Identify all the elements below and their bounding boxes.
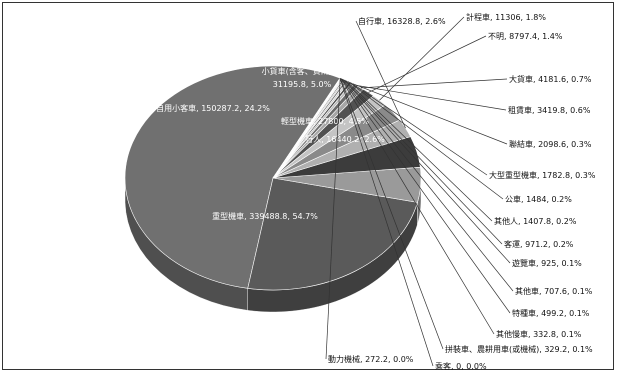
slice-label: 客運, 971.2, 0.2% — [504, 239, 574, 249]
slice-label: 自行車, 16328.8, 2.6% — [358, 16, 446, 26]
slice-label: 公車, 1484, 0.2% — [505, 194, 572, 204]
leader-line — [368, 35, 487, 93]
leader-line — [346, 80, 493, 222]
slice-label: 聯結車, 2098.6, 0.3% — [509, 139, 592, 149]
slice-label: 重型機車, 339488.8, 54.7% — [212, 211, 318, 221]
slice-label: 其他車, 707.6, 0.1% — [515, 286, 593, 296]
leader-line — [340, 78, 444, 350]
leader-line — [340, 78, 495, 335]
slice-label: 計程車, 11306, 1.8% — [466, 12, 546, 22]
leader-line — [344, 79, 503, 245]
leader-line — [341, 78, 511, 314]
slice-label: 拼裝車、農耕用車(或機械), 329.2, 0.1% — [445, 344, 593, 354]
leader-line — [356, 85, 507, 111]
pie-chart: 重型機車, 339488.8, 54.7% 自用小客車, 150287.2, 24… — [124, 12, 596, 371]
slice-label: 小貨車(含客、貨兩用), — [262, 66, 343, 76]
leader-line — [325, 78, 341, 360]
leader-line — [360, 78, 508, 89]
leader-line — [347, 81, 504, 200]
slice-label: 大貨車, 4181.6, 0.7% — [509, 74, 592, 84]
leader-line — [339, 78, 434, 367]
leader-line — [342, 78, 514, 292]
slice-label: 自用小客車, 150287.2, 24.2% — [156, 103, 270, 113]
chart-frame: 重型機車, 339488.8, 54.7% 自用小客車, 150287.2, 24… — [2, 2, 614, 371]
slice-label: 行人, 16440.2, 2.6% — [305, 134, 385, 144]
leader-line — [355, 20, 406, 129]
slice-label: 遊覽車, 925, 0.1% — [512, 258, 582, 268]
pie-slice — [124, 65, 341, 289]
leader-line — [350, 82, 488, 176]
slice-label: 特種車, 499.2, 0.1% — [512, 308, 590, 318]
slice-label: 租賃車, 3419.8, 0.6% — [508, 105, 591, 115]
slice-label: 乘客, 0, 0.0% — [435, 361, 487, 371]
leader-line — [379, 16, 465, 101]
slice-label: 其他人, 1407.8, 0.2% — [494, 216, 577, 226]
slice-label: 不明, 8797.4, 1.4% — [488, 32, 563, 41]
leader-line — [343, 79, 511, 264]
slice-label: 大型重型機車, 1782.8, 0.3% — [489, 170, 596, 180]
slice-label: 輕型機車, 27800, 4.5% — [281, 116, 369, 126]
leader-line — [352, 83, 508, 145]
slice-label: 動力機械, 272.2, 0.0% — [328, 354, 414, 364]
slice-label: 其他慢車, 332.8, 0.1% — [496, 329, 582, 339]
slice-label: 31195.8, 5.0% — [273, 80, 332, 89]
